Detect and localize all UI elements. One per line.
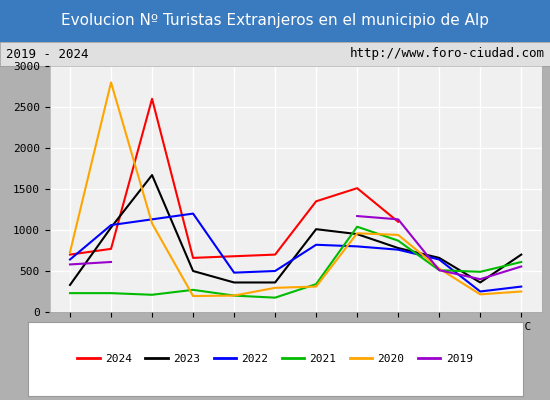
2022	[190, 211, 196, 216]
2022	[518, 284, 525, 289]
2023	[313, 227, 320, 232]
2021	[477, 270, 483, 274]
2020	[354, 231, 360, 236]
2020	[518, 289, 525, 294]
2022	[67, 257, 73, 262]
2021	[190, 288, 196, 292]
Text: 2019 - 2024: 2019 - 2024	[6, 48, 88, 60]
2019	[354, 214, 360, 218]
2020	[395, 232, 402, 237]
Text: http://www.foro-ciudad.com: http://www.foro-ciudad.com	[349, 48, 544, 60]
2023	[108, 225, 114, 230]
2020	[108, 80, 114, 85]
2022	[108, 223, 114, 228]
2022	[272, 269, 278, 274]
2023	[518, 252, 525, 257]
Line: 2021: 2021	[70, 227, 521, 298]
2022	[395, 247, 402, 252]
2019	[477, 277, 483, 282]
2022	[354, 244, 360, 249]
2023	[190, 269, 196, 274]
2019	[436, 268, 443, 272]
2023	[477, 280, 483, 285]
2023	[148, 173, 155, 178]
2021	[108, 291, 114, 296]
2021	[395, 238, 402, 243]
2019	[518, 264, 525, 269]
Text: Evolucion Nº Turistas Extranjeros en el municipio de Alp: Evolucion Nº Turistas Extranjeros en el …	[61, 14, 489, 28]
2021	[436, 268, 443, 272]
2019	[395, 217, 402, 222]
2021	[231, 293, 238, 298]
2021	[313, 282, 320, 286]
2020	[67, 250, 73, 254]
2023	[354, 232, 360, 236]
2022	[477, 289, 483, 294]
2023	[231, 280, 238, 285]
2021	[67, 291, 73, 296]
2021	[148, 292, 155, 297]
2021	[354, 224, 360, 229]
2023	[395, 246, 402, 250]
2022	[148, 217, 155, 222]
2020	[313, 284, 320, 289]
2020	[477, 292, 483, 297]
2020	[231, 293, 238, 298]
Line: 2023: 2023	[70, 175, 521, 285]
Line: 2019: 2019	[357, 216, 521, 279]
2023	[67, 282, 73, 287]
Legend: 2024, 2023, 2022, 2021, 2020, 2019: 2024, 2023, 2022, 2021, 2020, 2019	[73, 350, 477, 368]
2022	[313, 242, 320, 247]
2023	[272, 280, 278, 285]
2021	[518, 260, 525, 264]
2022	[436, 257, 443, 262]
Line: 2020: 2020	[70, 82, 521, 296]
2023	[436, 256, 443, 260]
2021	[272, 295, 278, 300]
2022	[231, 270, 238, 275]
2020	[148, 221, 155, 226]
2020	[436, 266, 443, 271]
2020	[272, 286, 278, 290]
Line: 2022: 2022	[70, 214, 521, 292]
2020	[190, 294, 196, 298]
